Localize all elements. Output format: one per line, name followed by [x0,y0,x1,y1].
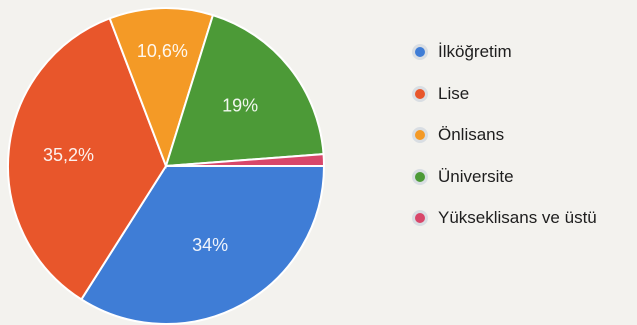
chart-legend: İlköğretim Lise Önlisans Üniversite Yüksekli… [412,42,597,250]
pie-slice-3 [108,7,215,170]
slice-value-label-2: 35,2% [43,145,94,165]
legend-swatch [412,127,428,143]
legend-item: Üniversite [412,167,597,187]
slice-value-label-3: 10,6% [137,41,188,61]
legend-item: Önlisans [412,125,597,145]
legend-swatch [412,210,428,226]
legend-item: Yükseklisans ve üstü [412,208,597,228]
legend-swatch [412,44,428,60]
slice-value-label-1: 34% [192,235,228,255]
slice-value-label-4: 19% [222,96,258,116]
legend-label: Önlisans [438,125,505,144]
legend-item: İlköğretim [412,42,597,62]
legend-swatch [412,85,428,102]
pie-slice-4 [164,13,325,168]
legend-label: Yükseklisans ve üstü [438,208,597,227]
legend-label: Lise [438,83,470,103]
legend-swatch [412,168,428,185]
pie-slice-2 [7,17,168,301]
legend-label: Üniversite [438,166,514,186]
legend-label: İlköğretim [438,42,512,61]
pie-slice-5 [165,153,326,167]
legend-item: Lise [412,84,597,104]
